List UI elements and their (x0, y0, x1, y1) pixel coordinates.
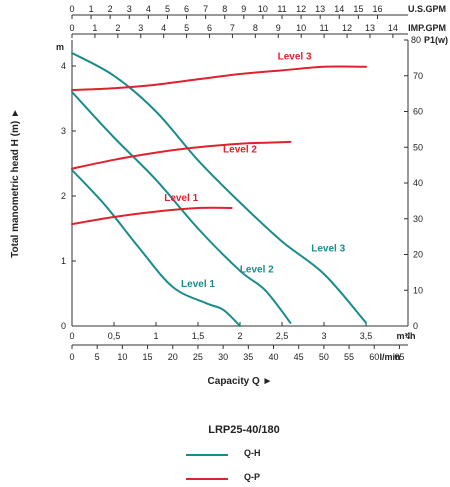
head-tick-label: 3 (61, 126, 66, 136)
lmin-tick-label: 25 (193, 352, 203, 362)
qh-curve-level-2 (71, 91, 292, 324)
usgpm-tick-label: 16 (372, 4, 382, 14)
legend-item-q-p: Q-P (186, 472, 306, 486)
m3h-tick-label: 0 (69, 331, 74, 341)
qp-label-level-1: Level 1 (164, 193, 198, 204)
qh-curve-level-3 (71, 52, 367, 324)
m3h-tick-label: 2 (237, 331, 242, 341)
qp-curve-level-3 (71, 65, 367, 92)
usgpm-tick-label: 8 (222, 4, 227, 14)
head-tick-label: 1 (61, 256, 66, 266)
lmin-tick-label: 50 (319, 352, 329, 362)
head-tick-label: 0 (61, 321, 66, 331)
lmin-tick-label: 40 (268, 352, 278, 362)
lmin-unit-label: l/min (379, 352, 400, 362)
legend-label-q-p: Q-P (244, 472, 261, 482)
power-tick-label: 50 (413, 142, 423, 152)
m3h-tick-label: 1,5 (192, 331, 205, 341)
power-tick-label: 40 (413, 178, 423, 188)
usgpm-tick-label: 10 (258, 4, 268, 14)
power-tick-label: 80 (411, 35, 421, 45)
lmin-tick-label: 0 (69, 352, 74, 362)
qh-label-level-1: Level 1 (181, 279, 215, 290)
impgpm-tick-label: 10 (296, 23, 306, 33)
lmin-tick-label: 5 (95, 352, 100, 362)
qh-label-level-2: Level 2 (240, 265, 274, 276)
impgpm-tick-label: 11 (319, 23, 328, 33)
lmin-tick-label: 60 (369, 352, 379, 362)
lmin-tick-label: 65 (394, 352, 404, 362)
m3h-tick-label: 2,5 (276, 331, 289, 341)
impgpm-tick-label: 2 (115, 23, 120, 33)
x-axis-title: Capacity Q ► (208, 376, 273, 387)
impgpm-tick-label: 8 (253, 23, 258, 33)
legend-swatch-q-p (186, 478, 228, 480)
usgpm-tick-label: 12 (296, 4, 306, 14)
qh-label-level-3: Level 3 (311, 243, 345, 254)
usgpm-tick-label: 7 (203, 4, 208, 14)
qh-curve-level-1 (71, 169, 241, 327)
impgpm-tick-label: 12 (342, 23, 352, 33)
impgpm-tick-label: 3 (138, 23, 143, 33)
legend-item-q-h: Q-H (186, 448, 306, 462)
m3h-tick-label: 1 (153, 331, 158, 341)
impgpm-tick-label: 0 (69, 23, 74, 33)
impgpm-tick-label: 14 (388, 23, 398, 33)
lmin-tick-label: 55 (344, 352, 354, 362)
m3h-tick-label: 4 (405, 331, 410, 341)
qp-curve-level-1 (71, 206, 233, 226)
power-tick-label: 20 (413, 250, 423, 260)
usgpm-tick-label: 13 (315, 4, 325, 14)
usgpm-tick-label: 14 (334, 4, 344, 14)
impgpm-tick-label: 4 (161, 23, 166, 33)
power-tick-label: 60 (413, 107, 423, 117)
usgpm-tick-label: 1 (89, 4, 94, 14)
lmin-tick-label: 20 (168, 352, 178, 362)
power-tick-label: 30 (413, 214, 423, 224)
lmin-tick-label: 10 (117, 352, 127, 362)
impgpm-unit-label: IMP.GPM (408, 23, 446, 33)
head-unit-label: m (56, 42, 64, 52)
legend-label-q-h: Q-H (244, 448, 261, 458)
impgpm-tick-label: 9 (276, 23, 281, 33)
qp-label-level-3: Level 3 (278, 52, 312, 63)
usgpm-tick-label: 3 (127, 4, 132, 14)
usgpm-tick-label: 4 (146, 4, 151, 14)
impgpm-tick-label: 1 (92, 23, 97, 33)
m3h-unit-label: m³/h (397, 331, 416, 341)
lmin-tick-label: 15 (143, 352, 153, 362)
head-tick-label: 4 (61, 61, 66, 71)
usgpm-tick-label: 0 (69, 4, 74, 14)
model-title: LRP25-40/180 (208, 424, 280, 436)
usgpm-tick-label: 5 (165, 4, 170, 14)
usgpm-tick-label: 11 (277, 4, 286, 14)
usgpm-tick-label: 15 (353, 4, 363, 14)
legend-swatch-q-h (186, 454, 228, 456)
power-unit-label: P1(w) (424, 35, 448, 45)
lmin-tick-label: 45 (294, 352, 304, 362)
lmin-tick-label: 35 (243, 352, 253, 362)
impgpm-tick-label: 13 (365, 23, 375, 33)
head-tick-label: 2 (61, 191, 66, 201)
impgpm-tick-label: 5 (184, 23, 189, 33)
qp-curve-level-2 (71, 140, 292, 170)
impgpm-tick-label: 6 (207, 23, 212, 33)
usgpm-tick-label: 2 (108, 4, 113, 14)
y-axis-title: Total manometric head H (m) ► (10, 108, 21, 258)
usgpm-tick-label: 6 (184, 4, 189, 14)
power-tick-label: 10 (413, 285, 423, 295)
m3h-tick-label: 0,5 (108, 331, 121, 341)
impgpm-tick-label: 7 (230, 23, 235, 33)
power-tick-label: 70 (413, 71, 423, 81)
m3h-tick-label: 3,5 (360, 331, 373, 341)
m3h-tick-label: 3 (321, 331, 326, 341)
power-tick-label: 0 (413, 321, 418, 331)
usgpm-unit-label: U.S.GPM (408, 4, 446, 14)
qp-label-level-2: Level 2 (223, 145, 257, 156)
usgpm-tick-label: 9 (241, 4, 246, 14)
lmin-tick-label: 30 (218, 352, 228, 362)
